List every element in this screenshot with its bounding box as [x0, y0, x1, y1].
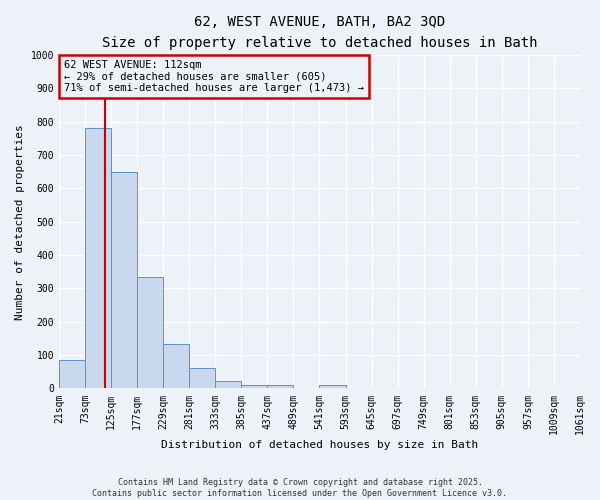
Bar — [59, 360, 85, 388]
Text: Contains HM Land Registry data © Crown copyright and database right 2025.
Contai: Contains HM Land Registry data © Crown c… — [92, 478, 508, 498]
Bar — [241, 385, 268, 388]
Bar — [215, 381, 241, 388]
Bar — [85, 128, 111, 388]
Bar — [163, 344, 189, 389]
Title: 62, WEST AVENUE, BATH, BA2 3QD
Size of property relative to detached houses in B: 62, WEST AVENUE, BATH, BA2 3QD Size of p… — [102, 15, 537, 50]
Bar — [319, 385, 346, 388]
Bar — [137, 276, 163, 388]
Text: 62 WEST AVENUE: 112sqm
← 29% of detached houses are smaller (605)
71% of semi-de: 62 WEST AVENUE: 112sqm ← 29% of detached… — [64, 60, 364, 93]
Bar — [189, 368, 215, 388]
Bar — [268, 385, 293, 388]
Bar — [111, 172, 137, 388]
X-axis label: Distribution of detached houses by size in Bath: Distribution of detached houses by size … — [161, 440, 478, 450]
Y-axis label: Number of detached properties: Number of detached properties — [15, 124, 25, 320]
